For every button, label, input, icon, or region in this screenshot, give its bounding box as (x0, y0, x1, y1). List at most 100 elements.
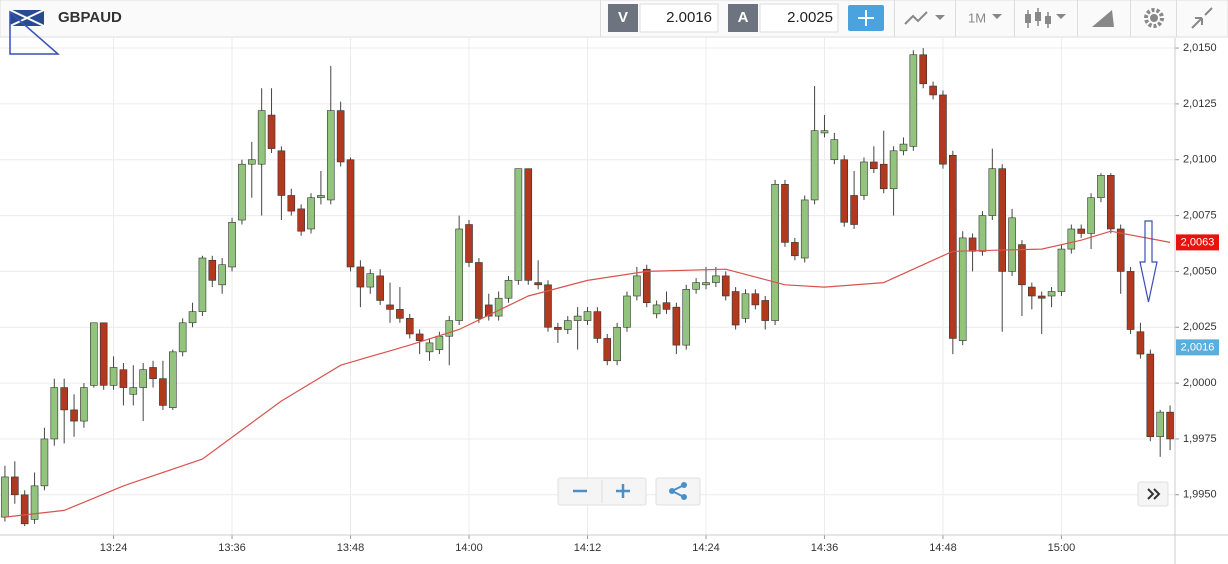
candle-body (1037, 295, 1046, 299)
drawing-tool[interactable] (9, 10, 60, 55)
candle-body (978, 215, 987, 252)
settings-icon (1150, 14, 1158, 22)
candle-body (1116, 228, 1125, 272)
x-tick-label: 14:24 (692, 542, 720, 554)
candle-body (998, 168, 1007, 272)
candle-body (830, 139, 839, 161)
candle-body (613, 326, 621, 362)
candle-body (968, 237, 977, 252)
candle-body (149, 367, 157, 379)
candle-body (583, 311, 592, 321)
candle-body (99, 322, 108, 386)
indicators-button[interactable] (904, 11, 928, 25)
candle-body (11, 476, 19, 496)
bid-box[interactable] (639, 3, 719, 33)
candle-body (109, 367, 118, 386)
candle-body (366, 273, 375, 288)
zoom-in-button[interactable] (616, 484, 630, 498)
candle-body (445, 320, 454, 337)
ask-price: 2.0025 (787, 9, 833, 26)
y-tick-label: 2,0050 (1183, 265, 1217, 277)
drawing-button[interactable] (1092, 10, 1114, 27)
collapse-button[interactable] (1191, 7, 1213, 29)
scroll-end-icon (1147, 488, 1161, 500)
candle-body (1107, 175, 1115, 230)
separator (955, 0, 956, 37)
candle-body (247, 159, 256, 165)
share-icon (681, 482, 687, 488)
y-tick-label: 1,9950 (1183, 489, 1217, 501)
price-marker (1176, 339, 1219, 356)
candle-body (178, 322, 187, 353)
candle-body (356, 266, 365, 288)
candle-body (1077, 228, 1085, 234)
dropdown-caret (992, 14, 1002, 19)
candle-body (939, 94, 947, 165)
bid-label: V (618, 9, 628, 26)
candle-body (20, 494, 29, 525)
separator (1130, 0, 1131, 37)
candle-body (119, 369, 128, 388)
candle-body (494, 297, 503, 317)
candle-body (435, 335, 444, 350)
x-tick-label: 14:48 (929, 542, 957, 554)
candle-body (721, 275, 730, 297)
price-marker (1176, 234, 1219, 251)
candle-body (129, 387, 138, 395)
separator (1077, 0, 1078, 37)
candle-body (139, 369, 147, 388)
settings-button[interactable] (1144, 8, 1164, 28)
bid-price: 2.0016 (666, 9, 712, 26)
candle-body (455, 228, 463, 321)
candle-body (593, 311, 602, 339)
candle-body (376, 275, 384, 301)
candle-body (90, 322, 98, 386)
x-tick-label: 14:36 (811, 542, 839, 554)
candle-body (781, 184, 789, 243)
price-marker-label: 2,0063 (1181, 236, 1215, 248)
x-tick-label: 14:12 (574, 542, 602, 554)
separator (600, 0, 601, 37)
candle-body (662, 302, 671, 310)
dropdown-caret (935, 15, 945, 20)
candle-body (168, 351, 177, 408)
y-tick-label: 2,0100 (1183, 154, 1217, 166)
candle-body (642, 268, 651, 303)
share-icon (669, 488, 675, 494)
candle-body (800, 199, 809, 259)
candle-body (514, 168, 523, 281)
candle-body (1018, 244, 1026, 286)
candle-body (465, 224, 473, 263)
candle-body (524, 168, 533, 281)
candle-body (652, 304, 661, 315)
share-button[interactable] (655, 477, 701, 506)
separator (1176, 0, 1177, 37)
arrow-annotation (1139, 220, 1158, 303)
candle-body (257, 110, 266, 165)
separator (894, 0, 895, 37)
ask-box[interactable] (759, 3, 839, 33)
candle-body (870, 161, 878, 169)
candle-body (326, 110, 335, 201)
candle-body (1047, 291, 1056, 297)
candle-body (1067, 228, 1076, 250)
x-tick-label: 13:48 (337, 542, 365, 554)
x-tick-label: 13:36 (218, 542, 246, 554)
candle-body (1087, 197, 1095, 234)
candle-body (751, 293, 760, 306)
candle-body (810, 130, 819, 201)
candle-body (415, 333, 424, 341)
candle-body (919, 54, 928, 85)
candle-body (791, 242, 799, 257)
y-tick-label: 2,0125 (1183, 98, 1217, 110)
candle-body (1028, 286, 1036, 297)
candle-body (188, 311, 197, 324)
candle-body (1126, 271, 1135, 330)
candle-body (396, 309, 404, 319)
candle-body (771, 184, 779, 321)
timeframe-button[interactable]: 1M (968, 10, 986, 25)
candle-body (909, 54, 918, 147)
candle-body (702, 282, 710, 286)
ask-label: A (738, 9, 749, 26)
